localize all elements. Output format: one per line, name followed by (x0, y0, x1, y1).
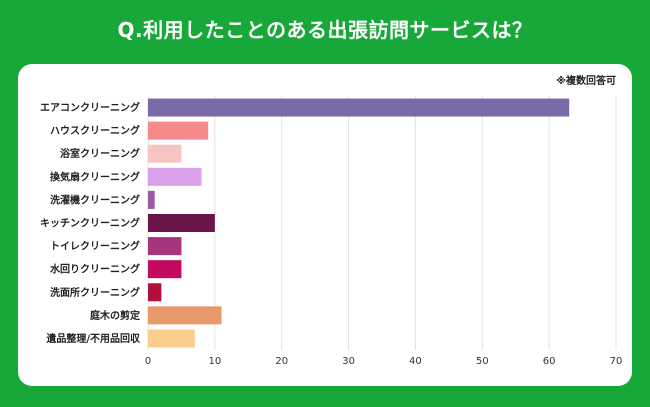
bar-10 (148, 329, 195, 348)
category-label: ハウスクリーニング (50, 124, 140, 137)
category-labels: エアコンクリーニングハウスクリーニング浴室クリーニング換気扇クリーニング洗濯機ク… (40, 101, 141, 345)
category-label: 水回りクリーニング (49, 263, 140, 276)
bar-8 (148, 283, 162, 302)
chart-card (18, 64, 632, 386)
page-title: Q.利用したことのある出張訪問サービスは？ (117, 18, 533, 42)
bar-3 (148, 167, 202, 186)
multiple-answers-note: ※複数回答可 (556, 76, 616, 87)
category-label: 庭木の剪定 (90, 309, 140, 322)
category-label: キッチンクリーニング (40, 217, 140, 230)
category-label: トイレクリーニング (50, 240, 140, 253)
bar-1 (148, 121, 209, 140)
bar-9 (148, 306, 222, 325)
category-label: エアコンクリーニング (40, 101, 140, 114)
category-label: 換気扇クリーニング (50, 170, 140, 183)
x-tick-label: 0 (145, 356, 151, 367)
x-tick-label: 60 (543, 356, 556, 367)
category-label: 浴室クリーニング (60, 147, 140, 160)
x-tick-label: 50 (476, 356, 489, 367)
bar-4 (148, 190, 155, 209)
category-label: 洗面所クリーニング (50, 286, 140, 299)
bar-2 (148, 144, 182, 163)
x-tick-label: 40 (409, 356, 422, 367)
category-label: 洗濯機クリーニング (50, 193, 140, 206)
bars (148, 98, 570, 348)
x-tick-label: 70 (610, 356, 623, 367)
x-tick-label: 20 (275, 356, 288, 367)
bar-5 (148, 213, 215, 233)
x-tick-label: 10 (208, 356, 221, 367)
bar-7 (148, 260, 182, 279)
category-label: 遺品整理/不用品回収 (45, 332, 141, 345)
x-tick-label: 30 (342, 356, 355, 367)
bar-6 (148, 237, 182, 256)
x-tick-labels: 0 10 20 30 40 50 60 70 (145, 356, 623, 367)
bar-0 (148, 98, 570, 117)
